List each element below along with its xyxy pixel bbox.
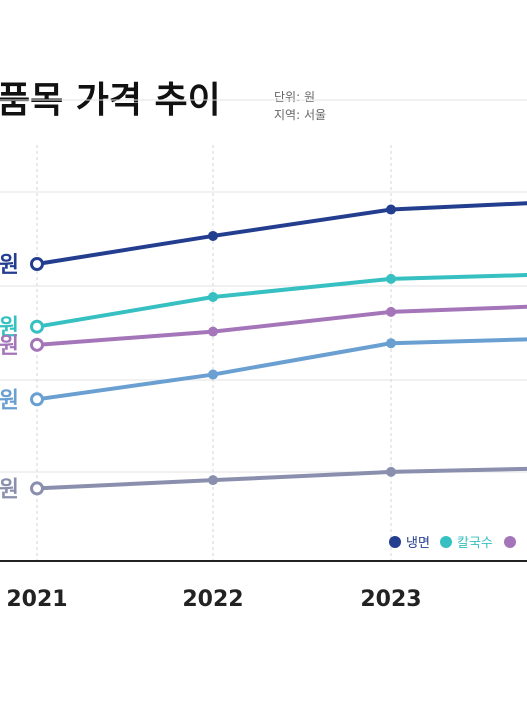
- series-line-1: [35, 273, 527, 329]
- series-lines: [30, 201, 527, 496]
- series-4: [30, 466, 527, 496]
- series-3-start-label: 원: [0, 388, 19, 413]
- series-2-start-label: 원: [0, 334, 19, 359]
- series-1-point-1: [208, 292, 218, 302]
- series-3-point-1: [208, 369, 218, 380]
- series-1-start-label: 원: [0, 316, 19, 341]
- series-line-3: [35, 337, 527, 402]
- series-0-point-1: [208, 230, 218, 241]
- series-0-start-label: 원: [0, 253, 19, 278]
- series-4-point-0: [30, 481, 44, 496]
- x-tick-labels: 2021202220232024: [6, 587, 421, 612]
- series-3: [30, 337, 527, 407]
- series-0: [30, 201, 527, 271]
- series-4-start-label: 원: [0, 477, 19, 502]
- series-1-point-2: [386, 273, 396, 284]
- legend-label-0: 냉면: [406, 536, 430, 551]
- legend: 냉면 칼국수: [389, 536, 516, 551]
- series-0-point-0: [30, 257, 44, 271]
- series-4-point-1: [208, 475, 218, 486]
- unit-label: 단위: 원: [274, 90, 315, 104]
- legend-swatch-2: [504, 536, 516, 548]
- series-2: [30, 304, 527, 352]
- legend-label-1: 칼국수: [457, 536, 493, 551]
- series-line-4: [35, 466, 527, 491]
- x-tick-label-2023: 2023: [360, 587, 421, 612]
- series-2-point-0: [30, 337, 44, 352]
- x-tick-label-2022: 2022: [182, 587, 243, 612]
- series-0-point-2: [386, 204, 396, 215]
- series-3-point-0: [30, 392, 44, 407]
- series-2-point-1: [208, 326, 218, 337]
- series-line-2: [35, 304, 527, 347]
- legend-swatch-0: [389, 536, 401, 548]
- series-4-point-2: [386, 466, 396, 477]
- series-1: [30, 273, 527, 334]
- series-3-point-2: [386, 338, 396, 349]
- series-2-point-2: [386, 306, 396, 317]
- legend-swatch-1: [440, 536, 452, 548]
- x-tick-label-2021: 2021: [6, 587, 67, 612]
- grid-lines: [0, 99, 527, 561]
- region-label: 지역: 서울: [274, 108, 326, 122]
- series-1-point-0: [30, 319, 44, 334]
- series-line-0: [35, 201, 527, 266]
